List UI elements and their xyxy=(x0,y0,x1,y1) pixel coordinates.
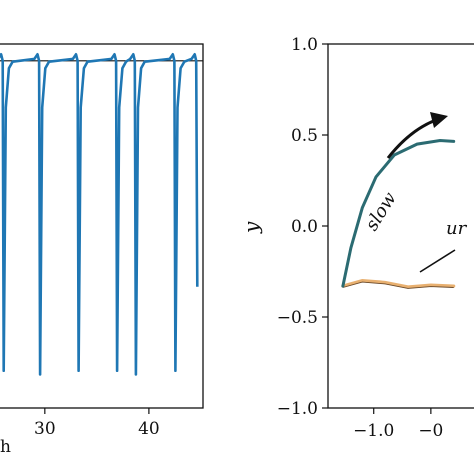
fast-branch-edge xyxy=(342,281,454,289)
direction-arrow xyxy=(386,118,437,159)
unstable-pointer-line xyxy=(419,249,456,273)
right-y-tick-label: −0.5 xyxy=(277,308,318,328)
fast-branch-curve xyxy=(341,278,456,289)
direction-arrow-head xyxy=(430,112,448,128)
unstable-annotation: ur xyxy=(446,218,468,239)
right-y-tick-label: 1.0 xyxy=(291,35,318,55)
slow-branch-curve xyxy=(341,138,456,288)
left-panel: 30 40 h xyxy=(0,43,204,457)
left-axes-frame xyxy=(0,43,204,409)
right-x-tick-label: −1.0 xyxy=(353,421,394,441)
left-series-line xyxy=(0,53,199,376)
right-x-ticks: −1.0 −0 xyxy=(353,408,443,441)
right-y-axis-label: y xyxy=(239,221,263,234)
right-panel: 1.00.50.0−0.5−1.0 −1.0 −0 y slow ur xyxy=(239,35,474,441)
right-y-tick-label: 0.5 xyxy=(291,126,318,146)
right-y-tick-label: 0.0 xyxy=(291,217,318,237)
right-x-tick-label: −0 xyxy=(418,421,443,441)
left-x-axis-label: h xyxy=(0,437,11,457)
left-x-ticks: 30 40 xyxy=(34,408,160,439)
right-y-tick-label: −1.0 xyxy=(277,399,318,419)
left-x-tick-label: 30 xyxy=(34,419,56,439)
left-x-tick-label: 40 xyxy=(138,419,160,439)
right-y-ticks: 1.0 0.5 0.0 −0.5 −1.0 xyxy=(277,35,328,419)
